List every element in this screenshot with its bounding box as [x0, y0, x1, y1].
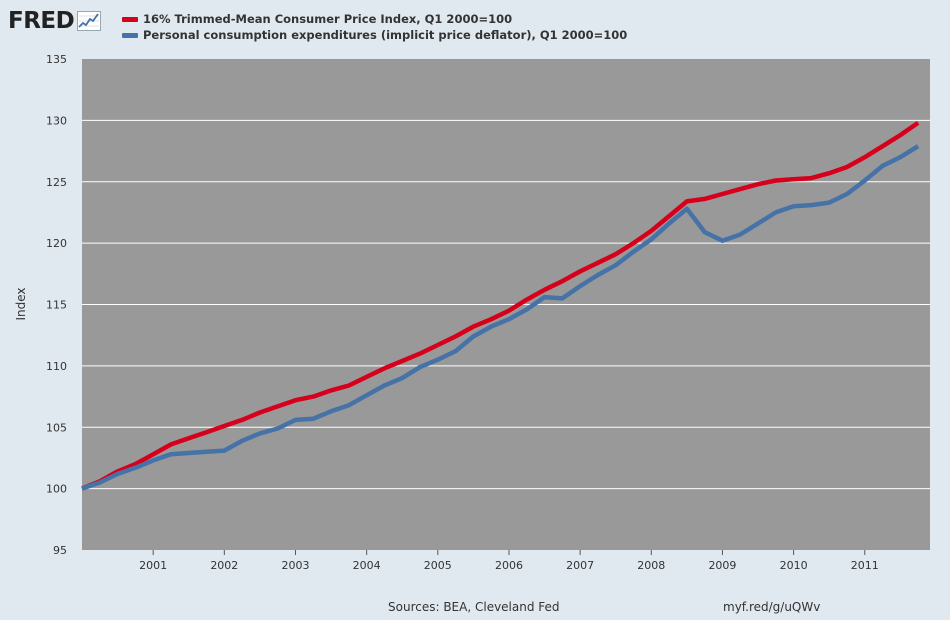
legend-label: 16% Trimmed-Mean Consumer Price Index, Q… — [143, 12, 513, 26]
legend-swatch-blue — [122, 32, 138, 38]
fred-logo-text: FRED — [8, 8, 75, 34]
series-lines — [81, 120, 920, 491]
y-tick-label: 110 — [46, 360, 67, 373]
x-tick-label: 2008 — [637, 559, 665, 572]
legend: 16% Trimmed-Mean Consumer Price Index, Q… — [122, 11, 627, 43]
fred-logo[interactable]: FRED — [8, 6, 102, 36]
chart-header: FRED 16% Trimmed-Mean Consumer Price Ind… — [0, 0, 950, 50]
short-url-link[interactable]: myf.red/g/uQWv — [723, 600, 821, 614]
y-tick-label: 100 — [46, 483, 67, 496]
legend-label: Personal consumption expenditures (impli… — [143, 28, 628, 42]
y-tick-label: 130 — [46, 114, 67, 127]
x-tick-label: 2004 — [353, 559, 381, 572]
y-tick-label: 95 — [53, 544, 67, 557]
x-tick-label: 2010 — [780, 559, 808, 572]
x-tick-label: 2001 — [139, 559, 167, 572]
x-tick-label: 2007 — [566, 559, 594, 572]
sources-note: Sources: BEA, Cleveland Fed — [388, 600, 560, 614]
y-tick-label: 120 — [46, 237, 67, 250]
trend-graph-icon — [77, 11, 102, 31]
x-tick-label: 2005 — [424, 559, 452, 572]
x-tick-label: 2006 — [495, 559, 523, 572]
series-line-1[interactable] — [81, 144, 920, 491]
x-tick-label: 2002 — [210, 559, 238, 572]
y-tick-label: 105 — [46, 421, 67, 434]
legend-swatch-red — [122, 16, 138, 22]
legend-item-pce-deflator[interactable]: Personal consumption expenditures (impli… — [122, 27, 627, 43]
y-tick-label: 135 — [46, 53, 67, 66]
y-axis-label: Index — [14, 287, 28, 320]
x-tick-label: 2003 — [281, 559, 309, 572]
y-axis-ticks: 95 100 105 110 115 120 125 130 135 — [46, 53, 67, 557]
series-line-0[interactable] — [81, 120, 920, 491]
legend-item-trimmed-mean-cpi[interactable]: 16% Trimmed-Mean Consumer Price Index, Q… — [122, 11, 627, 27]
x-tick-label: 2009 — [708, 559, 736, 572]
y-tick-label: 115 — [46, 299, 67, 312]
x-axis-ticks: 2001 2002 2003 2004 2005 2006 2007 2008 2009 2010… — [139, 550, 879, 572]
x-tick-label: 2011 — [851, 559, 879, 572]
y-tick-label: 125 — [46, 176, 67, 189]
